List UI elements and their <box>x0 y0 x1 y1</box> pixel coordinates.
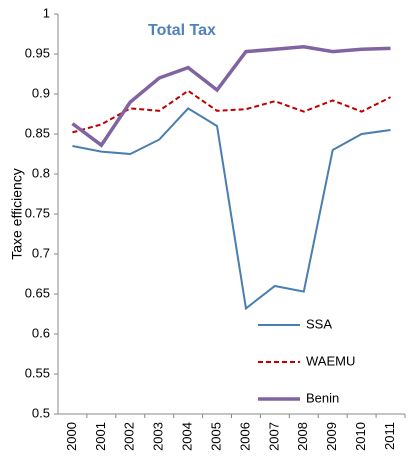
x-tick-label: 2001 <box>93 422 108 451</box>
x-tick-label: 2009 <box>324 422 339 451</box>
x-tick-label: 2004 <box>180 422 195 451</box>
y-tick-label: 0.5 <box>32 405 50 420</box>
x-tick-label: 2002 <box>122 422 137 451</box>
x-tick-label: 2003 <box>151 422 166 451</box>
legend-label: WAEMU <box>306 353 355 368</box>
x-tick-label: 2000 <box>64 422 79 451</box>
series-line <box>72 107 391 311</box>
x-tick-label: 2006 <box>237 422 252 451</box>
legend-label: Benin <box>306 390 339 405</box>
y-tick-label: 0.55 <box>25 365 50 380</box>
x-tick-label: 2005 <box>208 422 223 451</box>
legend-label: SSA <box>306 316 332 331</box>
series-line <box>71 45 391 148</box>
y-tick-label: 0.95 <box>25 45 50 60</box>
y-tick-label: 1 <box>43 5 50 20</box>
y-tick-label: 0.6 <box>32 325 50 340</box>
x-tick-label: 2007 <box>266 422 281 451</box>
x-tick-label: 2010 <box>353 422 368 451</box>
y-tick-label: 0.75 <box>25 205 50 220</box>
y-tick-label: 0.85 <box>25 125 50 140</box>
chart-title: Total Tax <box>148 22 216 39</box>
y-tick-label: 0.65 <box>25 285 50 300</box>
series-line <box>72 89 391 134</box>
y-tick-label: 0.8 <box>32 165 50 180</box>
y-axis-label: Taxe efficiency <box>9 168 25 260</box>
y-tick-label: 0.9 <box>32 85 50 100</box>
x-tick-label: 2008 <box>295 422 310 451</box>
y-tick-label: 0.7 <box>32 245 50 260</box>
x-tick-label: 2011 <box>382 422 397 450</box>
